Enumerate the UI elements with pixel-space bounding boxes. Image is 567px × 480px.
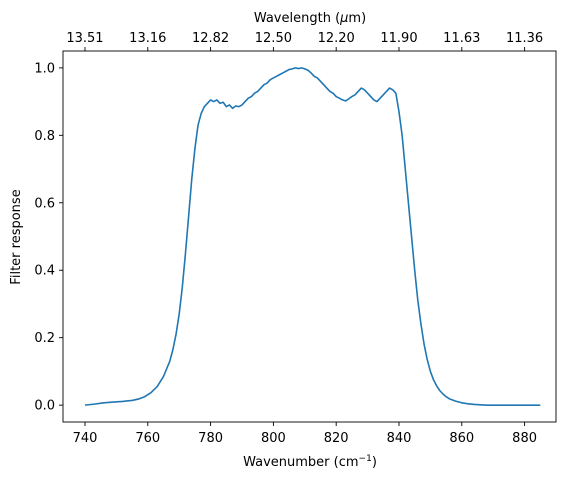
top-tick-label: 12.82	[192, 31, 229, 46]
y-axis-title: Filter response	[9, 189, 24, 284]
x-tick-label: 780	[198, 431, 223, 446]
y-tick-label: 0.8	[34, 129, 55, 144]
top-tick-label: 12.50	[255, 31, 292, 46]
x-tick-label: 760	[135, 431, 160, 446]
y-tick-label: 0.4	[34, 264, 55, 279]
x-tick-label: 860	[449, 431, 474, 446]
top-tick-label: 11.63	[443, 31, 480, 46]
x-tick-label: 840	[387, 431, 412, 446]
top-x-axis: 13.51 13.16 12.82 12.50 12.20 11.90 11.63 11.36	[66, 31, 543, 51]
bottom-x-axis: 740 760 780 800 820 840 860 880	[73, 422, 537, 446]
top-tick-label: 12.20	[318, 31, 355, 46]
plot-frame	[62, 50, 557, 423]
series-line-0	[84, 67, 541, 406]
x-tick-label: 880	[512, 431, 537, 446]
x-tick-label: 820	[324, 431, 349, 446]
x-tick-label: 740	[73, 431, 98, 446]
y-tick-label: 0.0	[34, 399, 55, 414]
x-axis-title: Wavenumber (cm−1)	[243, 454, 377, 470]
plot-area	[62, 50, 557, 423]
y-tick-label: 0.6	[34, 196, 55, 211]
top-tick-label: 13.51	[66, 31, 103, 46]
top-tick-label: 13.16	[129, 31, 166, 46]
left-y-axis: 0.0 0.2 0.4 0.6 0.8 1.0	[34, 61, 63, 414]
top-axis-title: Wavelength (μm)	[254, 11, 366, 26]
y-tick-label: 1.0	[34, 61, 55, 76]
y-tick-label: 0.2	[34, 331, 55, 346]
top-tick-label: 11.36	[506, 31, 543, 46]
x-tick-label: 800	[261, 431, 286, 446]
top-tick-label: 11.90	[380, 31, 417, 46]
